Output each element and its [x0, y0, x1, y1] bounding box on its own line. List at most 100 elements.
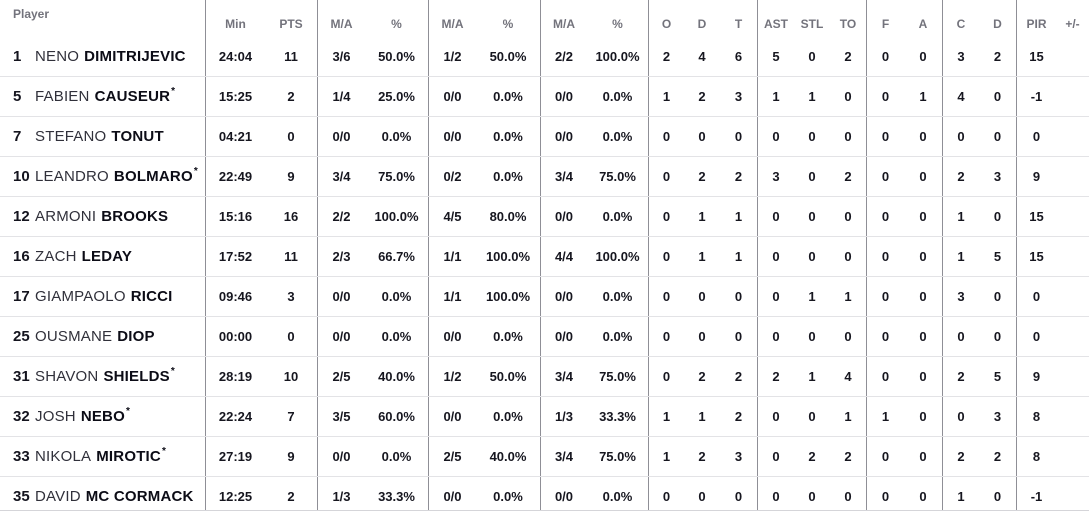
stat-cell: 0	[648, 117, 684, 156]
column-header: TO	[839, 17, 857, 31]
player-first-name: NIKOLA	[35, 448, 92, 465]
player-name-cell[interactable]: 31 SHAVON SHIELDS *	[0, 357, 205, 396]
player-row[interactable]: 7 STEFANO TONUT 04:21 0 0/0 0.0% 0/0 0.0% 0/0 0.0%…	[0, 116, 1089, 156]
jersey-number: 17	[13, 288, 30, 305]
stat-cell: 40.0%	[489, 449, 527, 464]
column-header: C	[942, 0, 979, 36]
stat-cell: 2/3	[317, 237, 365, 276]
stat-cell: 0	[648, 477, 684, 511]
player-row[interactable]: 35 DAVID MC CORMACK 12:25 2 1/3 33.3% 0/0 0.0% 0/…	[0, 476, 1089, 511]
player-first-name: DAVID	[35, 488, 81, 505]
stat-cell: 0	[942, 317, 979, 356]
stat-cell: 0.0%	[381, 449, 412, 464]
stat-cell: 66.7%	[378, 249, 415, 264]
stat-cell: 0	[919, 489, 927, 504]
stat-cell: 0	[757, 477, 794, 511]
stat-cell: 3	[734, 89, 743, 104]
stat-cell: 50.0%	[378, 48, 415, 64]
stat-cell: 2	[808, 449, 816, 464]
player-name-cell[interactable]: 33 NIKOLA MIROTIC *	[0, 437, 205, 476]
stat-cell: 0	[757, 277, 794, 316]
player-name-cell[interactable]: 25 OUSMANE DIOP	[0, 317, 205, 356]
player-row[interactable]: 12 ARMONI BROOKS 15:16 16 2/2 100.0% 4/5 80.0% 0/…	[0, 196, 1089, 236]
player-name-cell[interactable]: 35 DAVID MC CORMACK	[0, 477, 205, 511]
stat-cell: 0/0	[428, 477, 476, 511]
stat-cell: 0	[808, 489, 816, 504]
stat-cell: 1/4	[317, 77, 365, 116]
stat-cell: 4	[698, 48, 706, 64]
player-last-name: RICCI	[130, 288, 173, 305]
stat-cell: 25.0%	[378, 89, 415, 104]
stat-cell: 0	[993, 89, 1002, 104]
stat-cell: 3/6	[317, 36, 365, 76]
player-row[interactable]: 32 JOSH NEBO * 22:24 7 3/5 60.0% 0/0 0.0% 1/3 33.3%…	[0, 396, 1089, 436]
stat-cell: 4/5	[428, 197, 476, 236]
column-header: M/A	[428, 0, 476, 36]
stat-cell: 1	[942, 197, 979, 236]
player-row[interactable]: 1 NENO DIMITRIJEVIC 24:04 11 3/6 50.0% 1/2 50.0%…	[0, 36, 1089, 76]
player-name-cell[interactable]: 17 GIAMPAOLO RICCI	[0, 277, 205, 316]
stat-cell: 6	[734, 48, 743, 64]
stat-cell	[1056, 477, 1089, 511]
stat-cell: 0	[757, 437, 794, 476]
stat-cell: 0	[757, 397, 794, 436]
stat-cell: 1	[648, 437, 684, 476]
stat-cell: 0.0%	[493, 129, 523, 144]
player-row[interactable]: 17 GIAMPAOLO RICCI 09:46 3 0/0 0.0% 1/1 100.0% 0/…	[0, 276, 1089, 316]
player-name-cell[interactable]: 10 LEANDRO BOLMARO *	[0, 157, 205, 196]
stat-cell: 0	[734, 129, 743, 144]
stat-cell: 11	[284, 48, 298, 64]
stat-cell: 0	[919, 369, 927, 384]
player-name-cell[interactable]: 12 ARMONI BROOKS	[0, 197, 205, 236]
player-row[interactable]: 10 LEANDRO BOLMARO * 22:49 9 3/4 75.0% 0/2 0.0% 3/…	[0, 156, 1089, 196]
stat-cell: 17:52	[205, 237, 265, 276]
stat-cell: 0/0	[540, 117, 587, 156]
stat-cell: 9	[1016, 157, 1056, 196]
starter-mark: *	[161, 446, 166, 457]
stat-cell: 2	[734, 369, 743, 384]
column-header: T	[734, 17, 743, 31]
stat-cell: 0/0	[540, 277, 587, 316]
player-name-cell[interactable]: 32 JOSH NEBO *	[0, 397, 205, 436]
player-name-cell[interactable]: 1 NENO DIMITRIJEVIC	[0, 36, 205, 76]
stat-cell: 0	[808, 249, 816, 264]
stat-cell: 0	[698, 489, 706, 504]
stat-cell: 9	[1016, 357, 1056, 396]
stat-cell: 0	[648, 357, 684, 396]
column-header: STL	[800, 17, 824, 31]
stat-cell: -1	[1016, 77, 1056, 116]
player-row[interactable]: 25 OUSMANE DIOP 00:00 0 0/0 0.0% 0/0 0.0% 0/0 0.0%…	[0, 316, 1089, 356]
stat-cell: 4	[844, 369, 852, 384]
player-name-cell[interactable]: 7 STEFANO TONUT	[0, 117, 205, 156]
stat-cell	[1056, 237, 1089, 276]
jersey-number: 12	[13, 208, 30, 225]
stat-cell: 1	[942, 477, 979, 511]
player-name-cell[interactable]: 16 ZACH LEDAY	[0, 237, 205, 276]
stat-cell: 0	[919, 129, 927, 144]
player-row[interactable]: 5 FABIEN CAUSEUR * 15:25 2 1/4 25.0% 0/0 0.0% 0/0 0…	[0, 76, 1089, 116]
stat-cell: 9	[287, 449, 295, 464]
column-header: A	[918, 17, 928, 31]
player-row[interactable]: 33 NIKOLA MIROTIC * 27:19 9 0/0 0.0% 2/5 40.0% 3/4…	[0, 436, 1089, 476]
stat-cell: 0	[919, 289, 927, 304]
stat-cell: 2	[844, 169, 852, 184]
stat-cell: 0	[866, 77, 904, 116]
starter-mark: *	[125, 406, 130, 417]
stat-cell: 0	[734, 489, 743, 504]
stat-cell: 3	[734, 449, 743, 464]
stat-cell: 2	[757, 357, 794, 396]
stat-cell: 0.0%	[493, 489, 523, 504]
stat-cell: 50.0%	[489, 48, 527, 64]
player-row[interactable]: 16 ZACH LEDAY 17:52 11 2/3 66.7% 1/1 100.0% 4/4 10…	[0, 236, 1089, 276]
stat-cell	[1056, 117, 1089, 156]
stat-cell: 0	[844, 89, 852, 104]
stat-cell: 1/3	[540, 397, 587, 436]
stat-cell: 1	[942, 237, 979, 276]
stat-cell: 3	[942, 36, 979, 76]
stat-cell: 0	[942, 397, 979, 436]
player-first-name: STEFANO	[35, 128, 107, 145]
stat-cell: 0/0	[317, 117, 365, 156]
stat-cell: 1/1	[428, 237, 476, 276]
player-name-cell[interactable]: 5 FABIEN CAUSEUR *	[0, 77, 205, 116]
player-row[interactable]: 31 SHAVON SHIELDS * 28:19 10 2/5 40.0% 1/2 50.0% 3…	[0, 356, 1089, 396]
